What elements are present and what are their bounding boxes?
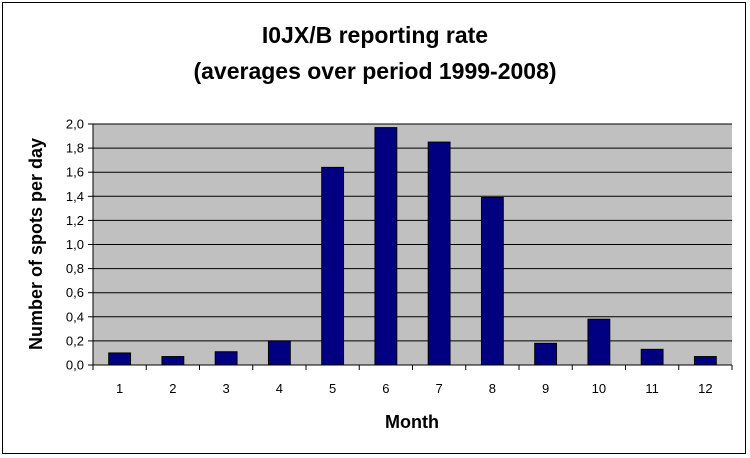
y-tick-label: 1,2: [66, 213, 84, 228]
y-tick-label: 1,8: [66, 141, 84, 156]
x-tick-label: 7: [436, 381, 443, 396]
bar-month-2: [161, 356, 185, 366]
y-tick-label: 0,8: [66, 261, 84, 276]
y-tick-label: 1,6: [66, 165, 84, 180]
y-axis-label: Number of spots per day: [26, 138, 46, 350]
y-tick-labels: 0,0 0,2 0,4 0,6 0,8 1,0 1,2 1,4 1,6 1,8 2,0: [66, 117, 84, 373]
bar-month-10: [587, 318, 611, 366]
x-tick-label: 4: [276, 381, 283, 396]
bar-month-1: [108, 352, 132, 366]
x-tick-label: 5: [329, 381, 336, 396]
y-tick-label: 1,4: [66, 189, 84, 204]
x-tick-label: 10: [592, 381, 606, 396]
grid-lines: [93, 123, 732, 342]
bar-month-7: [427, 141, 451, 366]
x-tick-label: 6: [382, 381, 389, 396]
x-tick-label: 3: [223, 381, 230, 396]
bar-month-11: [640, 348, 664, 366]
bars: [108, 127, 717, 366]
x-tick-label: 11: [645, 381, 659, 396]
y-tick-label: 1,0: [66, 237, 84, 252]
bar-month-6: [374, 127, 398, 366]
bar-month-8: [480, 197, 504, 366]
bar-month-3: [214, 351, 238, 366]
x-axis-label: Month: [385, 412, 439, 432]
chart-title: I0JX/B reporting rate: [261, 22, 489, 48]
x-tick-label: 2: [169, 381, 176, 396]
x-tick-label: 1: [116, 381, 123, 396]
bar-month-12: [693, 356, 717, 366]
y-tick-label: 0,6: [66, 285, 84, 300]
bar-month-5: [321, 166, 345, 366]
y-tick-label: 2,0: [66, 117, 84, 132]
y-tick-label: 0,4: [66, 309, 84, 324]
axes: [88, 123, 733, 370]
bar-month-9: [534, 342, 558, 366]
x-tick-label: 12: [698, 381, 712, 396]
bar-month-4: [267, 340, 291, 366]
x-tick-label: 9: [542, 381, 549, 396]
chart-subtitle: (averages over period 1999-2008): [193, 58, 557, 84]
x-tick-labels: 1 2 3 4 5 6 7 8 9 10 11 12: [116, 381, 713, 396]
y-tick-label: 0,0: [66, 358, 84, 373]
x-tick-label: 8: [489, 381, 496, 396]
y-tick-label: 0,2: [66, 333, 84, 348]
